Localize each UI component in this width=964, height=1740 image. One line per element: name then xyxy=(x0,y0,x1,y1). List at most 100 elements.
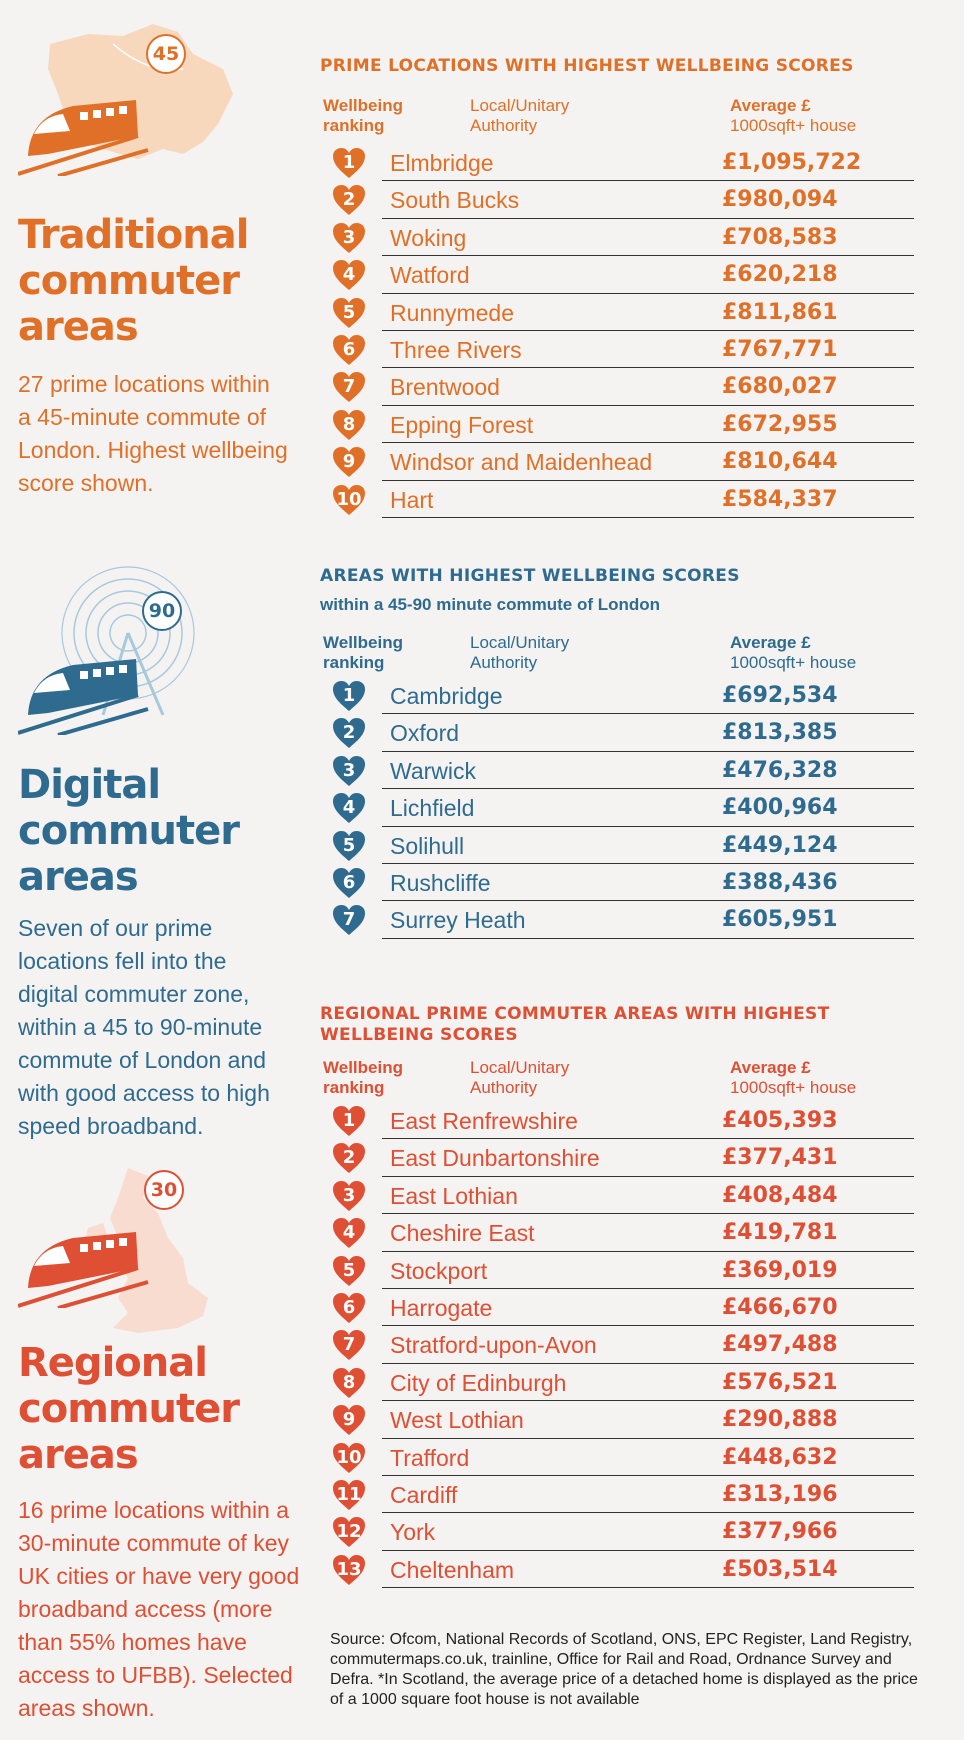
average-price: £448,632 xyxy=(722,1444,838,1470)
rank-header: Wellbeing ranking xyxy=(323,1058,443,1098)
header-line: Average £ xyxy=(730,1058,811,1077)
heart-rank-icon: 8 xyxy=(332,1367,366,1399)
average-price: £692,534 xyxy=(722,683,838,708)
table-header: Wellbeing ranking Local/Unitary Authority … xyxy=(320,1058,920,1102)
table-row: 10 Hart £584,337 xyxy=(320,481,920,518)
traditional-description: 27 prime locations within a 45-minute co… xyxy=(18,371,288,496)
average-price: £369,019 xyxy=(722,1257,838,1283)
heart-rank-icon: 9 xyxy=(332,1404,366,1436)
traditional-title: Traditional commuter areas xyxy=(18,212,308,350)
average-price: £811,861 xyxy=(722,299,838,325)
authority-name: Three Rivers xyxy=(390,336,522,363)
header-line: Wellbeing xyxy=(323,1058,403,1077)
heart-rank-icon: 10 xyxy=(332,484,366,516)
train-icon xyxy=(18,659,149,735)
table-row: 7 Stratford-upon-Avon £497,488 xyxy=(320,1326,920,1364)
rank-number: 12 xyxy=(336,1521,362,1543)
row-divider xyxy=(382,1138,914,1140)
authority-name: Trafford xyxy=(390,1444,470,1471)
row-divider xyxy=(382,479,914,481)
heart-rank-icon: 1 xyxy=(332,147,366,179)
heart-rank-icon: 5 xyxy=(332,1255,366,1287)
authority-header: Local/Unitary Authority xyxy=(470,96,630,136)
header-line: 1000sqft+ house xyxy=(730,116,857,135)
heart-rank-icon: 4 xyxy=(332,1217,366,1249)
table-body: 1 Elmbridge £1,095,722 2 South Bucks £980,094… xyxy=(320,144,920,518)
row-divider xyxy=(382,825,914,827)
average-price: £767,771 xyxy=(722,336,838,362)
digital-description: Seven of our prime locations fell into t… xyxy=(18,915,270,1139)
rank-number: 7 xyxy=(342,909,356,931)
rank-number: 4 xyxy=(342,797,356,819)
authority-name: East Lothian xyxy=(390,1182,518,1209)
row-divider xyxy=(382,1400,914,1402)
rank-number: 3 xyxy=(342,759,356,781)
row-divider xyxy=(382,862,914,864)
authority-name: City of Edinburgh xyxy=(390,1369,567,1396)
row-divider xyxy=(382,1250,914,1252)
header-line: Authority xyxy=(470,1078,538,1097)
heart-rank-icon: 3 xyxy=(332,1180,366,1212)
heart-rank-icon: 6 xyxy=(332,1292,366,1324)
commute-badge: 90 xyxy=(142,591,182,631)
heart-rank-icon: 2 xyxy=(332,1142,366,1174)
heart-rank-icon: 2 xyxy=(332,184,366,216)
table-title: AREAS WITH HIGHEST WELLBEING SCORES xyxy=(320,566,740,586)
table-row: 3 East Lothian £408,484 xyxy=(320,1177,920,1215)
average-price: £497,488 xyxy=(722,1332,838,1358)
average-price: £313,196 xyxy=(722,1481,838,1507)
row-divider xyxy=(382,1587,914,1589)
average-price: £405,393 xyxy=(722,1108,838,1133)
rank-number: 7 xyxy=(342,376,356,398)
row-divider xyxy=(382,255,914,257)
row-divider xyxy=(382,900,914,902)
rank-number: 13 xyxy=(336,1558,362,1580)
authority-name: Surrey Heath xyxy=(390,907,526,934)
heart-rank-icon: 6 xyxy=(332,334,366,366)
rank-number: 2 xyxy=(342,1147,356,1169)
header-line: ranking xyxy=(323,653,385,672)
authority-name: Watford xyxy=(390,262,470,289)
row-divider xyxy=(382,292,914,294)
heart-rank-icon: 4 xyxy=(332,259,366,291)
header-line: Local/Unitary xyxy=(470,96,570,115)
heart-rank-icon: 10 xyxy=(332,1442,366,1474)
row-divider xyxy=(382,329,914,331)
table-row: 4 Lichfield £400,964 xyxy=(320,789,920,827)
authority-name: Epping Forest xyxy=(390,411,534,438)
average-price: £672,955 xyxy=(722,411,838,437)
heart-rank-icon: 7 xyxy=(332,1329,366,1361)
heart-rank-icon: 11 xyxy=(332,1479,366,1511)
authority-name: Solihull xyxy=(390,832,465,859)
rank-number: 2 xyxy=(342,189,356,211)
table-row: 7 Brentwood £680,027 xyxy=(320,368,920,406)
table-row: 1 East Renfrewshire £405,393 xyxy=(320,1102,920,1140)
row-divider xyxy=(382,1549,914,1551)
rank-number: 9 xyxy=(342,451,356,473)
authority-name: Brentwood xyxy=(390,374,500,401)
train-icon xyxy=(18,100,149,176)
digital-text: Digital commuter areas Seven of our prim… xyxy=(18,762,308,1143)
header-line: ranking xyxy=(323,116,385,135)
regional-text: Regional commuter areas 16 prime locatio… xyxy=(18,1340,308,1725)
heart-rank-icon: 3 xyxy=(332,222,366,254)
left-column: 45 Traditional commuter areas 27 prime l… xyxy=(0,0,310,1740)
rank-number: 4 xyxy=(342,264,356,286)
traditional-table: PRIME LOCATIONS WITH HIGHEST WELLBEING S… xyxy=(320,56,920,518)
title-line: WELLBEING SCORES xyxy=(320,1025,518,1045)
rank-number: 6 xyxy=(342,871,356,893)
authority-name: East Dunbartonshire xyxy=(390,1145,600,1172)
digital-icon-group: 90 xyxy=(18,565,218,735)
average-price: £388,436 xyxy=(722,869,838,895)
authority-name: Cheltenham xyxy=(390,1556,515,1583)
row-divider xyxy=(382,788,914,790)
table-title: REGIONAL PRIME COMMUTER AREAS WITH HIGHE… xyxy=(320,1004,920,1046)
table-body: 1 Cambridge £692,534 2 Oxford £813,385 3 Warwic… xyxy=(320,677,920,939)
rank-number: 2 xyxy=(342,722,356,744)
traditional-icon-group: 45 xyxy=(18,14,238,184)
header-line: Average £ xyxy=(730,633,811,652)
average-price: £408,484 xyxy=(722,1182,838,1208)
title-line: REGIONAL PRIME COMMUTER AREAS WITH HIGHE… xyxy=(320,1004,830,1024)
rank-number: 7 xyxy=(342,1334,356,1356)
authority-name: Lichfield xyxy=(390,795,475,822)
